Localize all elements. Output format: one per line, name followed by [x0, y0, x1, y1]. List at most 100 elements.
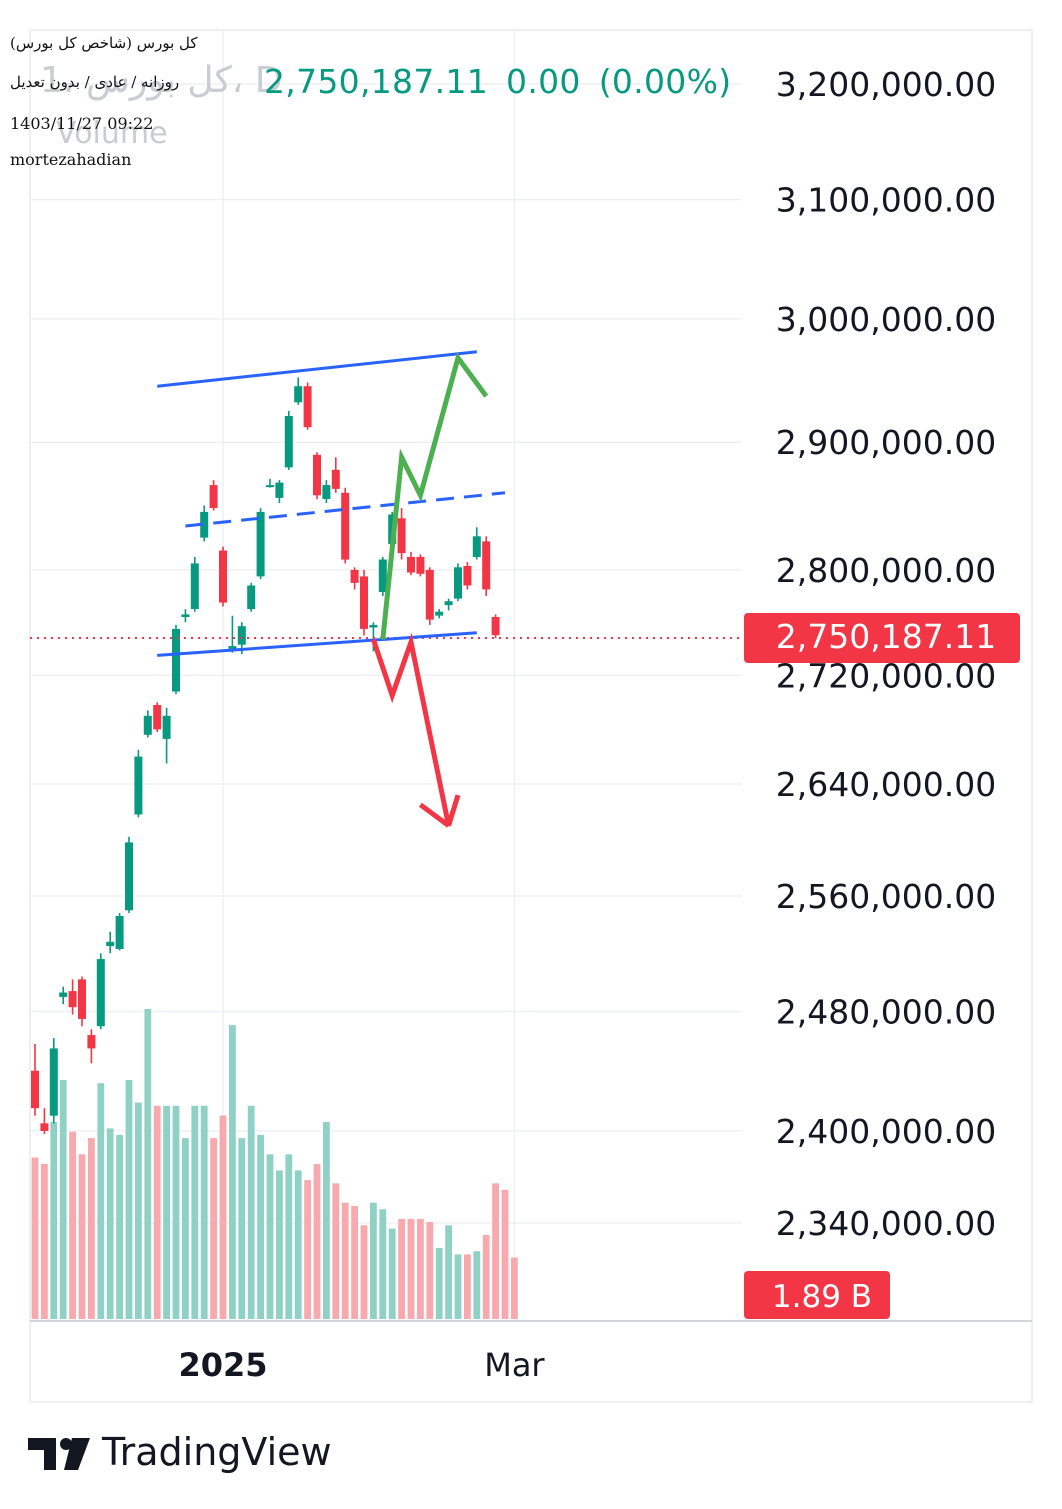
volume-bar: [257, 1134, 264, 1319]
candle-body: [378, 559, 387, 592]
volume-bar: [388, 1228, 396, 1319]
volume-bar: [200, 1105, 208, 1319]
volume-bar: [464, 1254, 471, 1319]
candle-body: [491, 617, 500, 636]
candle-body: [444, 601, 453, 606]
volume-bar: [445, 1225, 452, 1319]
candle-body: [115, 916, 124, 949]
channel-mid-line[interactable]: [185, 491, 506, 528]
candle-body: [350, 569, 359, 583]
candle-body: [200, 511, 209, 538]
volume-bar: [501, 1189, 509, 1319]
candle-body: [322, 485, 331, 500]
candle-body: [68, 991, 77, 1008]
candle-body: [87, 1035, 96, 1049]
price-tick-label: 2,340,000.00: [776, 1204, 996, 1243]
candle-body: [237, 626, 246, 645]
candle-body: [228, 646, 237, 649]
volume-bar: [313, 1164, 321, 1319]
price-tick-label: 3,100,000.00: [776, 181, 996, 220]
volume-bar: [182, 1138, 189, 1319]
candle-body: [106, 941, 115, 947]
price-tick-label: 2,480,000.00: [776, 993, 996, 1032]
candle-body: [369, 624, 378, 628]
bullish-arrow[interactable]: [380, 352, 489, 640]
candle-body: [49, 1048, 58, 1116]
price-tick-label: 2,560,000.00: [776, 877, 996, 916]
candle-body: [59, 992, 68, 997]
volume-bar: [210, 1138, 217, 1319]
tradingview-brand[interactable]: TradingView: [102, 1430, 332, 1474]
candle-body: [153, 705, 162, 730]
volume-bar: [398, 1218, 405, 1319]
volume-bar: [285, 1154, 293, 1319]
volume-bar: [41, 1164, 48, 1319]
candle-body: [256, 511, 265, 577]
volume-bar: [426, 1222, 434, 1319]
quote-change-pct: (0.00%): [598, 62, 732, 101]
candle-body: [341, 492, 350, 560]
candle-body: [40, 1123, 49, 1131]
quote-last: 2,750,187.11: [264, 62, 489, 101]
volume-bar: [163, 1105, 170, 1319]
volume-bar: [172, 1105, 180, 1319]
tradingview-logo-icon[interactable]: [28, 1436, 92, 1476]
candle-body: [397, 518, 406, 554]
trend-drawings[interactable]: [157, 350, 506, 828]
candle-body: [435, 611, 444, 616]
candle-body: [331, 469, 340, 489]
volume-bar: [69, 1131, 76, 1319]
volume-badge-label: 1.89 B: [772, 1279, 872, 1315]
volume-bar: [323, 1122, 330, 1319]
candle-body: [425, 569, 434, 620]
price-tick-label: 3,000,000.00: [776, 300, 996, 339]
volume-bar: [407, 1218, 415, 1319]
volume-bar: [435, 1247, 443, 1319]
ghost-symbol-title: 1، کل بورس، D: [40, 60, 283, 101]
candle-body: [313, 454, 321, 496]
candle-body: [303, 386, 312, 428]
candle-body: [247, 585, 256, 610]
candle-body: [219, 550, 227, 603]
price-tick-label: 3,200,000.00: [776, 65, 996, 104]
last-price-badge: [744, 613, 1020, 663]
candle-body: [134, 756, 143, 815]
channel-upper-line[interactable]: [157, 350, 477, 388]
time-tick-label: Mar: [484, 1346, 545, 1384]
volume-bar: [31, 1157, 39, 1319]
symbol-name: کل بورس (شاخص کل بورس): [10, 34, 198, 52]
candles: [31, 377, 500, 1134]
candle-body: [463, 566, 472, 586]
candle-body: [416, 556, 425, 574]
time-axis[interactable]: 2025 Mar: [178, 1346, 545, 1384]
channel-lower-line[interactable]: [157, 631, 477, 657]
candle-body: [454, 567, 462, 599]
volume-bar: [341, 1202, 349, 1319]
volume-bar: [492, 1183, 499, 1319]
volume-bar: [229, 1025, 236, 1319]
time-tick-label: 2025: [178, 1346, 267, 1384]
volume-bar: [304, 1180, 311, 1319]
volume-bar: [50, 1122, 58, 1319]
volume-bar: [59, 1080, 67, 1319]
volume-badge: [744, 1271, 890, 1319]
candle-body: [209, 485, 218, 508]
candle-body: [78, 979, 86, 1019]
candle-body: [125, 842, 133, 911]
volume-bar: [379, 1209, 387, 1319]
volume-bar: [153, 1105, 161, 1319]
volume-bar: [417, 1218, 424, 1319]
volume-bar: [370, 1202, 377, 1319]
bearish-arrow[interactable]: [371, 632, 461, 827]
snapshot-timestamp: 1403/11/27 09:22: [10, 114, 154, 133]
price-axis[interactable]: 3,200,000.00 3,100,000.00 3,000,000.00 2,90…: [776, 65, 996, 1243]
volume-bar: [78, 1154, 86, 1319]
volume-bar: [97, 1083, 105, 1319]
volume-bar: [238, 1138, 246, 1319]
volume-bar: [266, 1154, 274, 1319]
volume-bar: [191, 1105, 199, 1319]
candle-body: [266, 485, 274, 488]
bearish-arrow-head[interactable]: [418, 802, 451, 828]
volume-bar: [351, 1206, 358, 1319]
